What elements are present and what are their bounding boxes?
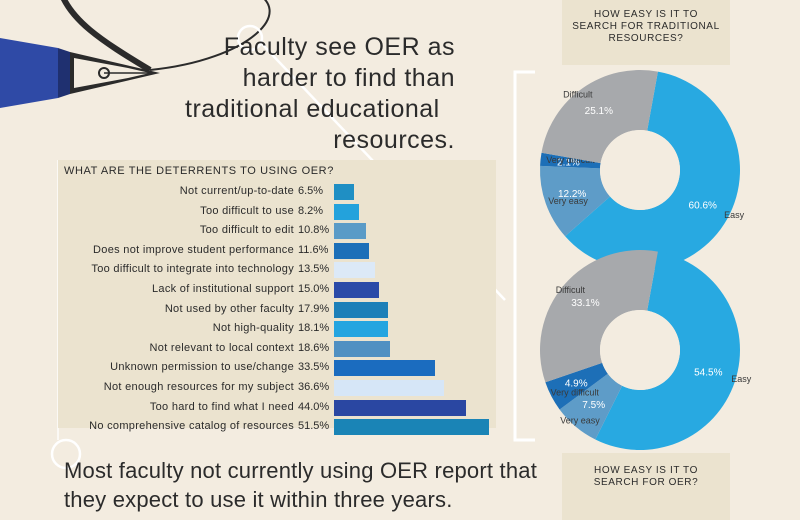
donut-value-label: 7.5% [582,400,605,411]
bar-category-label: Too difficult to use [200,204,294,217]
donut-slice-traditional [541,69,658,164]
bar-row: Not current/up-to-date 6.5% [0,181,800,201]
bar-category-label: Not used by other faculty [164,302,294,315]
donut-slice-oer [595,251,740,450]
bar-row: Lack of institutional support 15.0% [0,279,800,299]
bar [334,184,354,200]
bar-row: Not enough resources for my subject 36.6% [0,377,800,397]
donut-slice-traditional [540,165,611,237]
donut-slice-traditional [565,71,740,270]
bar-category-label: No comprehensive catalog of resources [89,420,294,433]
bar [334,380,444,396]
donut-slice-oer [545,362,608,410]
bar-value-label: 6.5% [298,185,324,197]
bar-value-label: 15.0% [298,283,330,295]
footer-statement: Most faculty not currently using OER rep… [64,458,538,512]
donut-slice-traditional [540,152,601,169]
bar-value-label: 8.2% [298,204,324,217]
bar-category-label: Does not improve student performance [93,243,294,256]
bar-value-label: 44.0% [298,400,330,413]
bar-category-label: Too hard to find what I need [149,400,294,413]
bar-value-label: 18.6% [298,341,330,354]
bar-row: Too difficult to use 8.2% [0,201,800,221]
donut-category-label: Easy [731,374,752,384]
donut-value-label: 2.1% [557,157,580,168]
oer-donut-title: HOW EASY IS IT TO SEARCH FOR OER? [593,465,699,488]
bar-value-label: 17.9% [298,302,330,315]
donut-hole [600,130,680,210]
bar [334,301,388,318]
bar-category-label: Not enough resources for my subject [103,381,294,393]
bar [334,203,359,220]
donut-category-label: Very easy [548,196,588,206]
bar [334,419,489,436]
donut-category-label: Difficult [556,285,586,295]
donut-category-label: Very difficult [546,155,595,165]
donut-category-label: Very difficult [551,388,600,398]
bar-row: No comprehensive catalog of resources 51.… [0,416,800,436]
bar-row: Unknown permission to use/change 33.5% [0,357,800,377]
donut-category-label: Difficult [563,90,593,100]
bar-value-label: 10.8% [298,224,330,237]
donut-value-label: 33.1% [571,298,599,309]
bar-value-label: 51.5% [298,420,330,433]
donut-value-label: 54.5% [694,368,722,379]
donut-slice-oer [559,373,623,440]
fountain-pen-icon [0,38,160,108]
oer-donut-title-panel [562,453,730,520]
headline-line-1: Faculty see OER as [223,33,455,61]
bar-category-label: Unknown permission to use/change [110,361,294,374]
bar-category-label: Too difficult to edit [199,224,294,237]
bar [334,360,435,377]
bar-row: Too difficult to integrate into technolo… [0,259,800,279]
bar-value-label: 11.6% [298,243,329,256]
bar-category-label: Not high-quality [212,322,294,335]
bar [334,399,466,416]
donut-value-label: 4.9% [565,378,588,389]
bar-category-label: Not current/up-to-date [179,185,294,197]
bar-row: Not high-quality 18.1% [0,318,800,338]
ink-swirl [149,0,271,71]
headline-line-3: traditional educational [185,95,440,123]
bar [334,340,390,357]
bar [334,321,389,338]
traditional-donut-title: HOW EASY IS IT TO SEARCH FOR TRADITIONAL… [572,9,720,44]
donut-category-label: Easy [724,210,745,220]
headline: Faculty see OER as harder to find than t… [185,32,455,156]
bar-value-label: 36.6% [298,381,330,393]
bar-value-label: 18.1% [298,322,330,335]
ink-swirl-thick [60,0,152,73]
bar-value-label: 33.5% [298,361,330,374]
bar [334,223,367,240]
bar-row: Not relevant to local context 18.6% [0,338,800,358]
headline-line-4: resources. [333,126,455,154]
headline-line-2: harder to find than [242,64,455,92]
bar-row: Too difficult to edit 10.8% [0,220,800,240]
bar [334,282,379,298]
bar-category-label: Too difficult to integrate into technolo… [91,263,294,276]
donut-category-label: Very easy [560,415,600,425]
donut-value-label: 60.6% [689,200,717,211]
donut-value-label: 12.2% [558,189,586,200]
deterrents-chart-title: WHAT ARE THE DETERRENTS TO USING OER? [64,165,334,177]
donut-value-label: 25.1% [585,106,613,117]
bar [334,262,375,279]
bar-category-label: Not relevant to local context [149,341,294,354]
traditional-donut-title-panel [562,0,730,65]
bar-row: Too hard to find what I need 44.0% [0,397,800,417]
bar-row: Not used by other faculty 17.9% [0,299,800,319]
bar-category-label: Lack of institutional support [152,283,294,295]
donut-slice-oer [540,249,658,383]
donut-hole [600,310,680,390]
bar-value-label: 13.5% [298,263,330,276]
bar [334,242,369,259]
bar-row: Does not improve student performance 11.6… [0,240,800,260]
